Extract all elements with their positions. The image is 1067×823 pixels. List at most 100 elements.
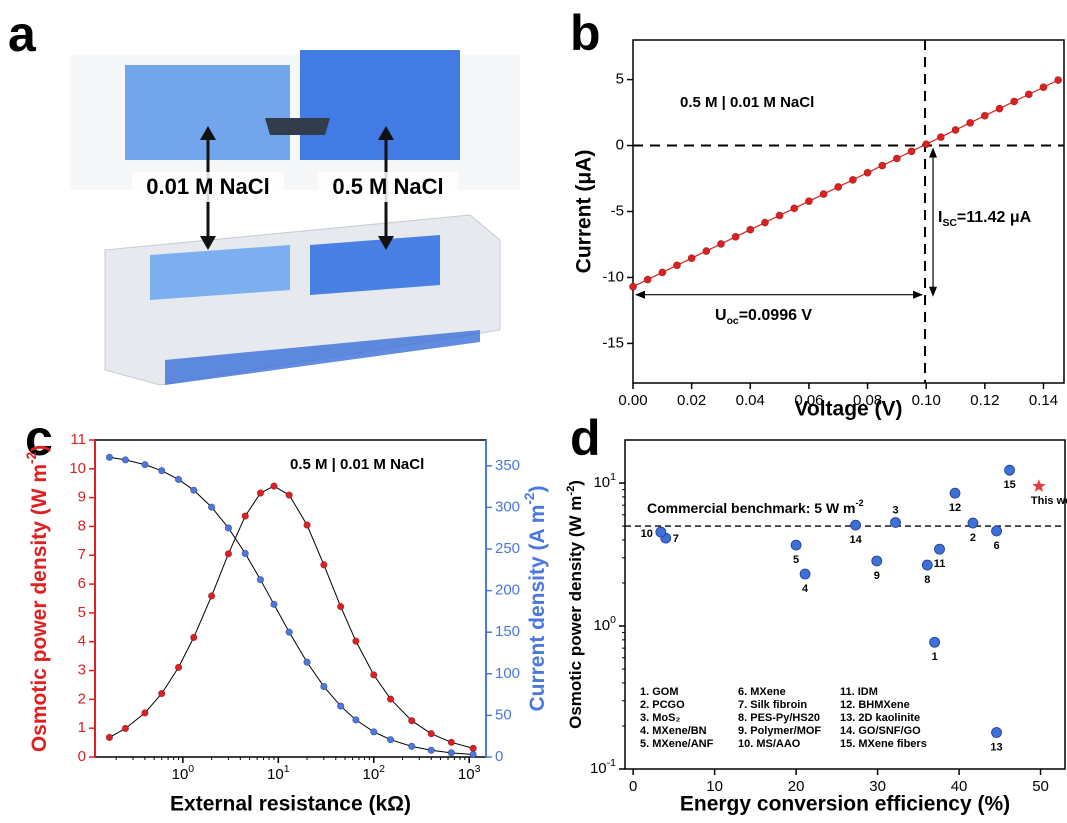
data-point bbox=[285, 628, 293, 636]
reference-entry: 15. MXene fibers bbox=[840, 738, 927, 750]
data-point bbox=[871, 555, 883, 567]
plot-frame bbox=[94, 439, 487, 758]
data-point bbox=[408, 742, 416, 750]
x-axis-title: Energy conversion efficiency (%) bbox=[680, 793, 1010, 816]
y-tick-label: 10 bbox=[69, 460, 86, 477]
x-tick-label: 0.14 bbox=[1029, 392, 1058, 409]
data-point bbox=[790, 204, 799, 213]
data-point bbox=[208, 503, 216, 511]
y-tick-label: 0 bbox=[616, 137, 624, 154]
data-point bbox=[224, 524, 233, 532]
y2-axis-title-part: ) bbox=[526, 485, 549, 492]
reference-entry: 2. PCGO bbox=[640, 699, 685, 711]
reference-entry: 8. PES-Py/HS20 bbox=[738, 712, 820, 724]
y-tick-label: 5 bbox=[78, 604, 86, 621]
data-point bbox=[190, 486, 198, 494]
point-label: 6 bbox=[993, 540, 999, 552]
y2-tick-label: 350 bbox=[495, 457, 520, 474]
x-tick-label: 102 bbox=[362, 763, 385, 783]
isc-label-part: =11.42 μA bbox=[957, 209, 1032, 226]
data-point bbox=[966, 118, 975, 127]
y-tick-label: 11 bbox=[70, 431, 86, 448]
benchmark-label-part: -2 bbox=[856, 498, 864, 508]
arrowhead bbox=[929, 286, 938, 297]
base bbox=[165, 330, 480, 385]
data-point bbox=[929, 636, 941, 648]
data-point bbox=[121, 456, 130, 464]
data-point bbox=[190, 633, 198, 642]
data-point bbox=[158, 689, 166, 698]
point-label: 13 bbox=[990, 741, 1002, 753]
data-point bbox=[655, 526, 667, 538]
point-label: 1 bbox=[932, 651, 938, 663]
data-point bbox=[303, 658, 311, 666]
reservoir-left bbox=[125, 65, 290, 160]
y-tick-label: -5 bbox=[611, 202, 624, 219]
reference-entry: 14. GO/SNF/GO bbox=[840, 725, 921, 737]
uoc-label-part: =0.0996 V bbox=[739, 307, 813, 324]
benchmark-label-part: Commercial benchmark: 5 W m bbox=[647, 500, 856, 516]
x-tick-label: 50 bbox=[1032, 778, 1049, 795]
panel-label: c bbox=[25, 410, 53, 466]
data-point bbox=[643, 275, 652, 284]
data-point bbox=[224, 550, 233, 558]
y-tick-label-exponent: 1 bbox=[610, 471, 616, 483]
data-point bbox=[1004, 464, 1015, 476]
data-point bbox=[352, 637, 360, 645]
data-point bbox=[673, 261, 681, 270]
benchmark-label: Commercial benchmark: 5 W m-2 bbox=[647, 498, 864, 515]
data-point bbox=[951, 126, 960, 134]
data-point bbox=[687, 254, 696, 263]
data-point bbox=[991, 727, 1002, 738]
point-label: 2 bbox=[970, 532, 976, 544]
data-point bbox=[121, 724, 130, 733]
data-point bbox=[256, 576, 265, 584]
data-point bbox=[921, 559, 933, 571]
reference-entry: 10. MS/AAO bbox=[738, 738, 801, 750]
data-point bbox=[1054, 76, 1063, 85]
label-bg bbox=[132, 172, 284, 202]
point-label: 8 bbox=[924, 574, 930, 586]
x-tick-label: 40 bbox=[951, 778, 968, 795]
data-point bbox=[991, 525, 1002, 537]
uoc-label-part: U bbox=[715, 307, 727, 324]
point-label: 9 bbox=[874, 570, 880, 582]
panel-label: d bbox=[570, 410, 601, 466]
y-tick-label: -10 bbox=[602, 268, 624, 285]
y2-axis-title-part: Current density (A m bbox=[526, 505, 549, 712]
x-tick-label-exponent: 0 bbox=[188, 763, 194, 775]
data-point bbox=[980, 111, 989, 120]
reference-entry: 3. MoS₂ bbox=[640, 712, 680, 724]
y-axis-title-part: -2 bbox=[565, 486, 577, 496]
data-point bbox=[447, 738, 455, 746]
y2-tick-label: 200 bbox=[495, 582, 520, 599]
data-point bbox=[892, 154, 901, 163]
y-axis-title: Current (μA) bbox=[573, 150, 596, 274]
arrowhead bbox=[913, 290, 924, 299]
point-label: 3 bbox=[892, 504, 898, 516]
data-point bbox=[174, 663, 183, 671]
reference-entry: 9. Polymer/MOF bbox=[738, 725, 821, 737]
point-label: 14 bbox=[849, 534, 862, 546]
x-tick-label: 101 bbox=[267, 763, 290, 783]
x-tick-label: 0.12 bbox=[970, 392, 999, 409]
data-point bbox=[936, 133, 945, 141]
data-point bbox=[949, 487, 961, 499]
data-point bbox=[717, 240, 725, 248]
data-point bbox=[775, 211, 784, 220]
y-tick-label: 8 bbox=[78, 517, 86, 534]
data-point bbox=[819, 190, 828, 198]
data-point bbox=[320, 682, 328, 691]
data-point bbox=[285, 491, 293, 499]
x-tick-label: 30 bbox=[869, 778, 886, 795]
data-point bbox=[256, 489, 265, 497]
x-tick-label: 0.04 bbox=[736, 392, 765, 409]
reference-entry: 11. IDM bbox=[840, 686, 878, 698]
data-point bbox=[1024, 90, 1033, 99]
x-tick-label: 20 bbox=[788, 778, 805, 795]
y-tick-label: 9 bbox=[78, 489, 86, 506]
y-tick-label-exponent: -1 bbox=[607, 757, 616, 769]
membrane bbox=[265, 118, 330, 135]
series-line bbox=[109, 485, 474, 749]
data-point bbox=[337, 702, 345, 710]
